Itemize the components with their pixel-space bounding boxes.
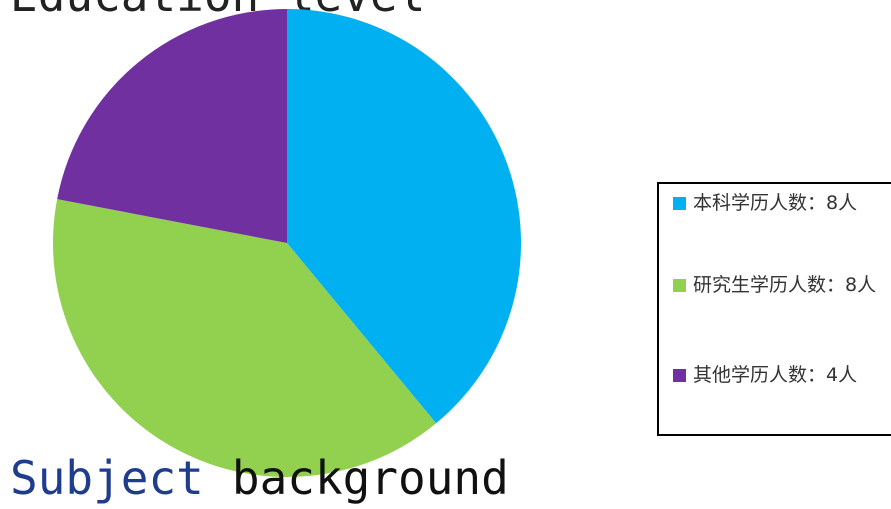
legend-swatch <box>673 197 686 210</box>
pie-slice-3 <box>57 8 287 243</box>
subtitle-word-subject: Subject <box>10 451 204 505</box>
legend-label: 研究生学历人数：8人 <box>693 274 877 296</box>
pie-slice-2 <box>52 199 437 478</box>
subtitle-word-background: background <box>231 451 509 505</box>
legend-item-graduate: 研究生学历人数：8人 <box>673 272 883 299</box>
legend-item-other: 其他学历人数：4人 <box>673 362 883 389</box>
legend-swatch <box>673 369 686 382</box>
legend-swatch <box>673 279 686 292</box>
legend-item-undergraduate: 本科学历人数：8人 <box>673 190 883 217</box>
chart-subtitle: Subject background <box>10 455 509 501</box>
legend-label: 其他学历人数：4人 <box>693 364 858 386</box>
legend-label: 本科学历人数：8人 <box>693 192 858 214</box>
pie-slice-1 <box>287 9 522 424</box>
legend: 本科学历人数：8人 研究生学历人数：8人 其他学历人数：4人 <box>657 182 891 436</box>
